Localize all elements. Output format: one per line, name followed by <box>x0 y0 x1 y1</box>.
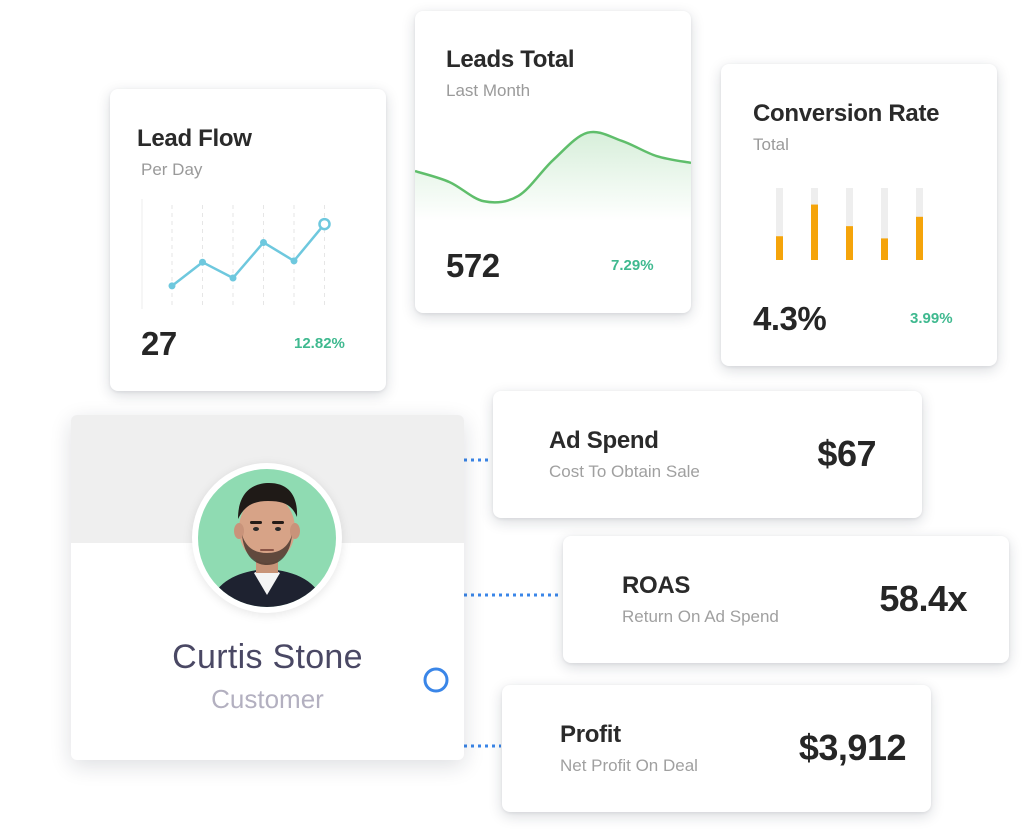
lead-flow-value: 27 <box>141 325 177 362</box>
conversion-rate-title: Conversion Rate <box>753 100 940 127</box>
leads-total-title: Leads Total <box>446 46 575 73</box>
conversion-bar-track <box>776 188 783 260</box>
avatar <box>192 463 342 613</box>
lead-flow-point <box>229 274 237 282</box>
ad-spend-card[interactable]: Ad Spend Cost To Obtain Sale $67 <box>493 391 922 518</box>
leads-total-area-fill <box>415 131 691 221</box>
conversion-rate-value: 4.3% <box>753 300 827 337</box>
roas-subtitle: Return On Ad Spend <box>622 607 779 626</box>
leads-total-series-line <box>415 130 691 204</box>
conversion-bar <box>846 226 853 260</box>
lead-flow-point <box>199 258 206 266</box>
customer-role: Customer <box>211 684 324 714</box>
ad-spend-subtitle: Cost To Obtain Sale <box>549 462 700 481</box>
connector-node-icon <box>423 667 449 693</box>
conversion-bar-track <box>881 188 888 260</box>
customer-name: Curtis Stone <box>172 638 363 676</box>
lead-flow-change: 12.82% <box>294 335 345 352</box>
conversion-rate-subtitle: Total <box>753 135 789 154</box>
profit-subtitle: Net Profit On Deal <box>560 756 698 775</box>
lead-flow-line-chart <box>141 199 331 309</box>
conversion-bar <box>881 238 888 260</box>
conversion-rate-bar-chart <box>776 188 923 260</box>
customer-card[interactable]: Curtis Stone Customer <box>71 415 464 760</box>
leads-total-subtitle: Last Month <box>446 81 531 100</box>
lead-flow-point <box>168 282 176 290</box>
lead-flow-series-line <box>171 223 326 287</box>
lead-flow-card[interactable]: Lead Flow Per Day 27 12.82% <box>110 89 386 391</box>
lead-flow-subtitle: Per Day <box>141 160 203 179</box>
conversion-bar <box>811 204 818 260</box>
roas-value: 58.4x <box>879 578 967 619</box>
conversion-rate-change: 3.99% <box>910 310 953 327</box>
leads-total-card[interactable]: Leads Total Last Month 572 7.29% <box>415 11 691 313</box>
profit-value: $3,912 <box>798 727 907 768</box>
conversion-bar-track <box>846 188 853 260</box>
profit-card[interactable]: Profit Net Profit On Deal $3,912 <box>502 685 931 812</box>
conversion-bar <box>916 216 923 260</box>
lead-flow-point <box>318 217 331 231</box>
lead-flow-point <box>290 257 298 265</box>
roas-card[interactable]: ROAS Return On Ad Spend 58.4x <box>563 536 1009 663</box>
leads-total-area-chart <box>415 130 691 221</box>
lead-flow-point <box>260 238 267 246</box>
person-photo-icon <box>198 469 336 607</box>
conversion-rate-card[interactable]: Conversion Rate Total 4.3% 3.99% <box>721 64 997 366</box>
profit-title: Profit <box>560 721 621 748</box>
ad-spend-value: $67 <box>817 433 876 474</box>
leads-total-value: 572 <box>446 247 500 284</box>
roas-title: ROAS <box>622 572 691 599</box>
conversion-bar <box>776 236 783 260</box>
leads-total-change: 7.29% <box>611 257 654 274</box>
ad-spend-title: Ad Spend <box>549 427 659 454</box>
lead-flow-title: Lead Flow <box>137 125 252 152</box>
